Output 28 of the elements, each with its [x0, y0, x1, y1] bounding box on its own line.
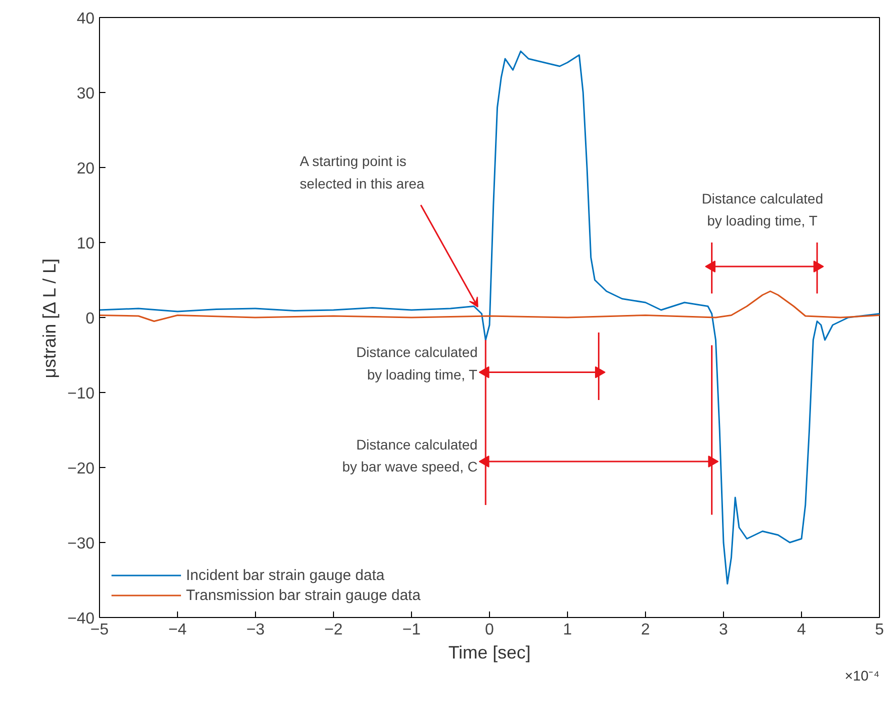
x-tick-label: −4 [168, 622, 187, 638]
x-axis-title: Time [sec] [448, 642, 531, 662]
x-tick-label: 2 [641, 622, 650, 638]
annotation: A starting point is selected in this area [300, 153, 425, 192]
annotation: Distance calculated by bar wave speed, C [342, 436, 478, 475]
y-tick-label: 20 [76, 160, 95, 178]
y-axis-title: μstrain [Δ L / L] [39, 258, 60, 378]
y-tick-label: −30 [67, 536, 95, 552]
text: ×10⁻⁴ [844, 668, 880, 684]
x-tick-label: 0 [485, 622, 494, 638]
y-tick-label: 40 [76, 10, 95, 28]
x-tick-label: −3 [246, 622, 265, 638]
y-tick-label: −40 [67, 610, 95, 628]
x-tick-label: 3 [719, 622, 728, 638]
y-tick-label: −20 [67, 460, 95, 478]
legend-label: Incident bar strain gauge data [186, 566, 384, 584]
legend-label: Transmission bar strain gauge data [186, 586, 421, 604]
x-tick-label: 1 [563, 622, 572, 638]
y-tick-label: 30 [76, 86, 95, 102]
y-tick-label: 0 [86, 310, 95, 328]
y-tick-label: −10 [67, 386, 95, 402]
annotation: Distance calculated by loading time, T [356, 344, 478, 382]
annotation: Distance calculated by loading time, T [702, 190, 824, 229]
x-tick-label: 5 [875, 622, 884, 638]
x-tick-label: −2 [324, 622, 343, 638]
x-tick-label: −1 [402, 622, 421, 638]
x-tick-label: 4 [797, 622, 806, 638]
y-tick-label: 10 [76, 236, 95, 252]
